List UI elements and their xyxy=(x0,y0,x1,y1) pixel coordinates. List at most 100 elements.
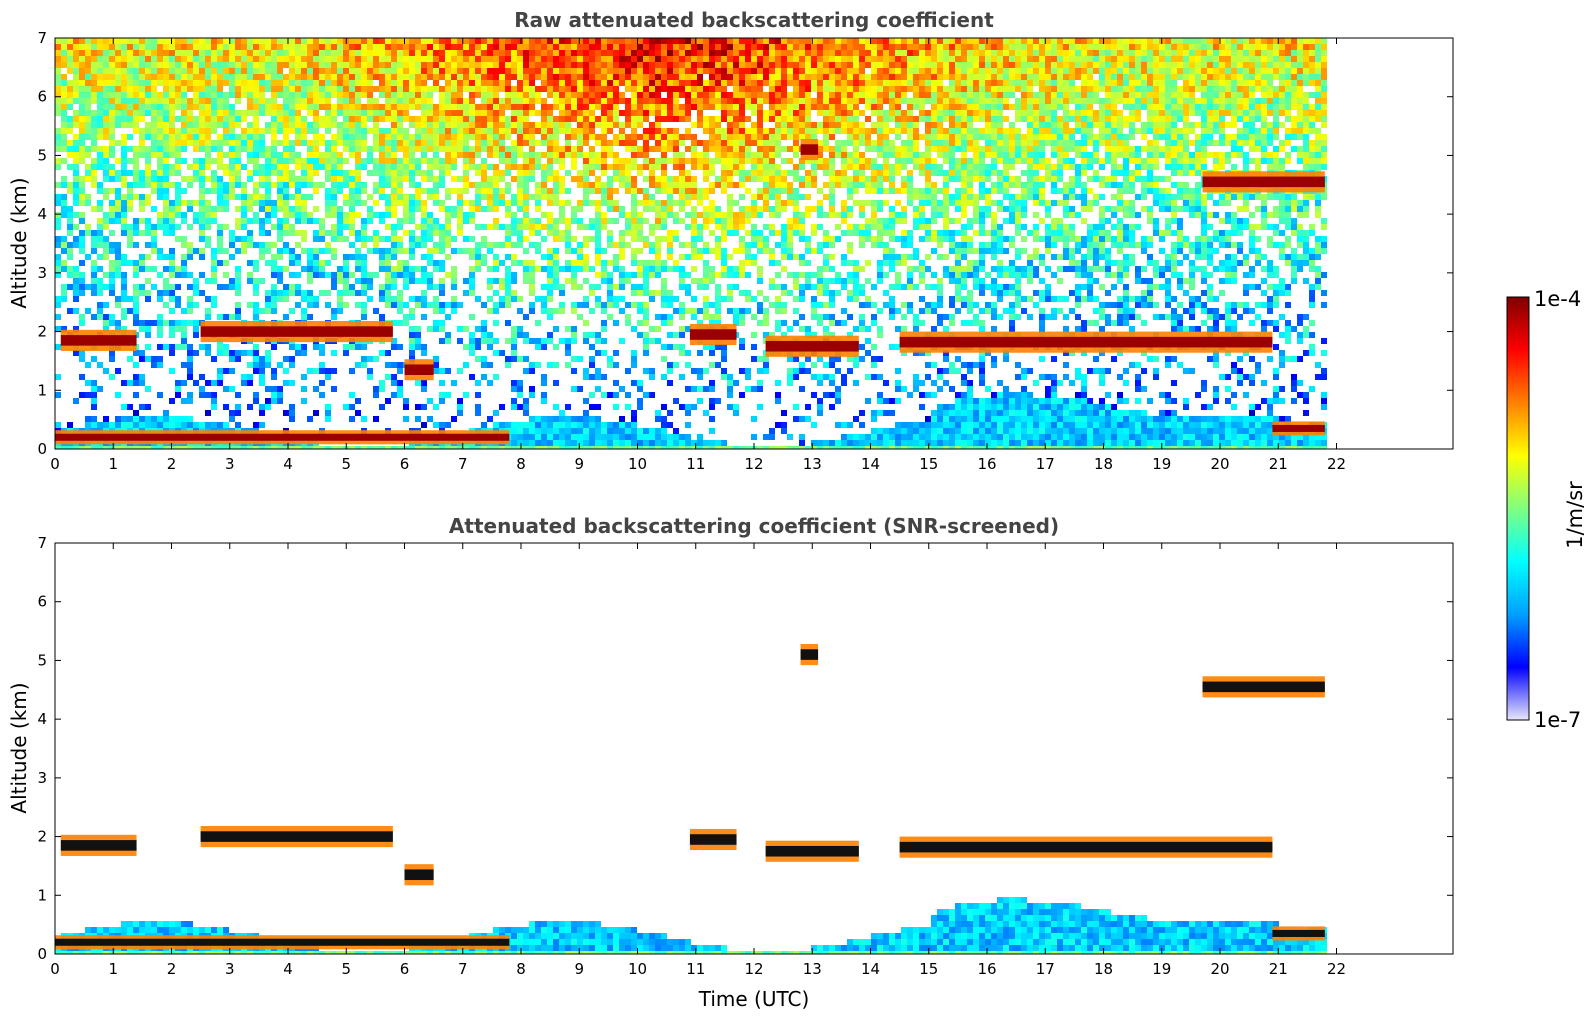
x-tick-label: 13 xyxy=(803,960,822,978)
x-tick-label: 8 xyxy=(516,455,526,473)
x-tick-label: 18 xyxy=(1094,960,1113,978)
x-tick-label: 17 xyxy=(1036,960,1055,978)
x-tick-label: 18 xyxy=(1094,455,1113,473)
layer-cloud-5 xyxy=(899,836,1273,858)
y-tick-label: 4 xyxy=(37,205,47,223)
snr-plot-frame xyxy=(54,542,1454,955)
colorbar-max-label: 1e-4 xyxy=(1534,287,1581,311)
layer-cloud-4 xyxy=(765,840,859,862)
backscatter-field xyxy=(55,38,1327,449)
layer-fog-9 xyxy=(1272,926,1325,941)
x-tick-label: 6 xyxy=(400,455,410,473)
colorbar: 1e-4 1e-7 1/m/sr xyxy=(1506,287,1587,732)
x-tick-label: 8 xyxy=(516,960,526,978)
time-axis-label: Time (UTC) xyxy=(698,987,810,1011)
x-tick-label: 10 xyxy=(628,455,647,473)
x-tick-label: 10 xyxy=(628,960,647,978)
layer-fog-8 xyxy=(55,935,510,950)
x-tick-label: 1 xyxy=(108,960,118,978)
x-tick-label: 14 xyxy=(861,960,880,978)
colorbar-unit-label: 1/m/sr xyxy=(1563,481,1587,549)
snr-panel-title: Attenuated backscattering coefficient (S… xyxy=(449,514,1059,538)
layer-cloud-1 xyxy=(200,321,393,343)
y-tick-label: 0 xyxy=(37,440,47,458)
layer-cloud-0 xyxy=(60,329,137,351)
layer-cloud-4 xyxy=(765,335,859,357)
layer-cloud-0 xyxy=(60,834,137,856)
snr-heatmap-area xyxy=(55,643,1327,954)
y-tick-label: 6 xyxy=(37,593,47,611)
snr-y-axis-label: Altitude (km) xyxy=(7,682,31,813)
y-tick-label: 5 xyxy=(37,651,47,669)
y-tick-label: 1 xyxy=(37,381,47,399)
x-tick-label: 15 xyxy=(919,960,938,978)
x-tick-label: 11 xyxy=(686,960,705,978)
x-tick-label: 12 xyxy=(744,960,763,978)
x-tick-label: 3 xyxy=(225,960,235,978)
x-tick-label: 21 xyxy=(1269,455,1288,473)
y-tick-label: 5 xyxy=(37,146,47,164)
x-tick-label: 3 xyxy=(225,455,235,473)
layer-cloud-6 xyxy=(1202,676,1325,698)
y-tick-label: 1 xyxy=(37,886,47,904)
x-tick-label: 9 xyxy=(574,960,584,978)
x-tick-label: 7 xyxy=(458,960,468,978)
y-tick-label: 7 xyxy=(37,534,47,552)
x-tick-label: 20 xyxy=(1210,455,1229,473)
x-tick-label: 2 xyxy=(167,455,177,473)
y-tick-label: 4 xyxy=(37,710,47,728)
x-tick-label: 1 xyxy=(108,455,118,473)
raw-panel-title: Raw attenuated backscattering coefficien… xyxy=(514,8,994,32)
layer-cloud-5 xyxy=(899,331,1273,353)
raw-axis-ticks: 0 1 2 3 4 5 6 7 8 9 10 11 12 13 14 15 16 17 18 19 20 21 220123… xyxy=(37,29,1453,473)
x-tick-label: 19 xyxy=(1152,455,1171,473)
y-tick-label: 7 xyxy=(37,29,47,47)
x-tick-label: 5 xyxy=(341,960,351,978)
layer-cloud-2 xyxy=(404,359,434,381)
x-tick-label: 9 xyxy=(574,455,584,473)
x-tick-label: 11 xyxy=(686,455,705,473)
x-tick-label: 21 xyxy=(1269,960,1288,978)
y-tick-label: 3 xyxy=(37,264,47,282)
x-tick-label: 17 xyxy=(1036,455,1055,473)
layer-cloud-6 xyxy=(1202,171,1325,193)
x-tick-label: 0 xyxy=(50,960,60,978)
layer-cloud-2 xyxy=(404,864,434,886)
x-tick-label: 0 xyxy=(50,455,60,473)
x-tick-label: 6 xyxy=(400,960,410,978)
x-tick-label: 7 xyxy=(458,455,468,473)
x-tick-label: 4 xyxy=(283,455,293,473)
x-tick-label: 22 xyxy=(1327,455,1346,473)
x-tick-label: 14 xyxy=(861,455,880,473)
x-tick-label: 2 xyxy=(167,960,177,978)
layer-cloud-3 xyxy=(689,828,737,851)
snr-axis-ticks: 0 1 2 3 4 5 6 7 8 9 10 11 12 13 14 15 16 17 18 19 20 21 220123… xyxy=(37,534,1453,978)
colorbar-min-label: 1e-7 xyxy=(1534,708,1581,732)
snr-screened-panel: Attenuated backscattering coefficient (S… xyxy=(7,514,1454,1011)
x-tick-label: 22 xyxy=(1327,960,1346,978)
x-tick-label: 4 xyxy=(283,960,293,978)
layer-cloud-1 xyxy=(200,826,393,848)
y-tick-label: 2 xyxy=(37,828,47,846)
x-tick-label: 5 xyxy=(341,455,351,473)
x-tick-label: 16 xyxy=(977,960,996,978)
layer-cloud-3 xyxy=(689,323,737,346)
colorbar-gradient xyxy=(1506,296,1530,721)
x-tick-label: 16 xyxy=(977,455,996,473)
x-tick-label: 12 xyxy=(744,455,763,473)
layer-cloud-7 xyxy=(800,138,819,161)
y-tick-label: 6 xyxy=(37,88,47,106)
layer-cloud-7 xyxy=(800,643,819,666)
layer-fog-9 xyxy=(1272,421,1325,436)
raw-backscatter-panel: Raw attenuated backscattering coefficien… xyxy=(7,8,1454,473)
y-tick-label: 3 xyxy=(37,769,47,787)
y-tick-label: 2 xyxy=(37,323,47,341)
raw-y-axis-label: Altitude (km) xyxy=(7,177,31,308)
y-tick-label: 0 xyxy=(37,945,47,963)
x-tick-label: 19 xyxy=(1152,960,1171,978)
raw-heatmap-area xyxy=(55,38,1327,449)
x-tick-label: 13 xyxy=(803,455,822,473)
x-tick-label: 15 xyxy=(919,455,938,473)
x-tick-label: 20 xyxy=(1210,960,1229,978)
